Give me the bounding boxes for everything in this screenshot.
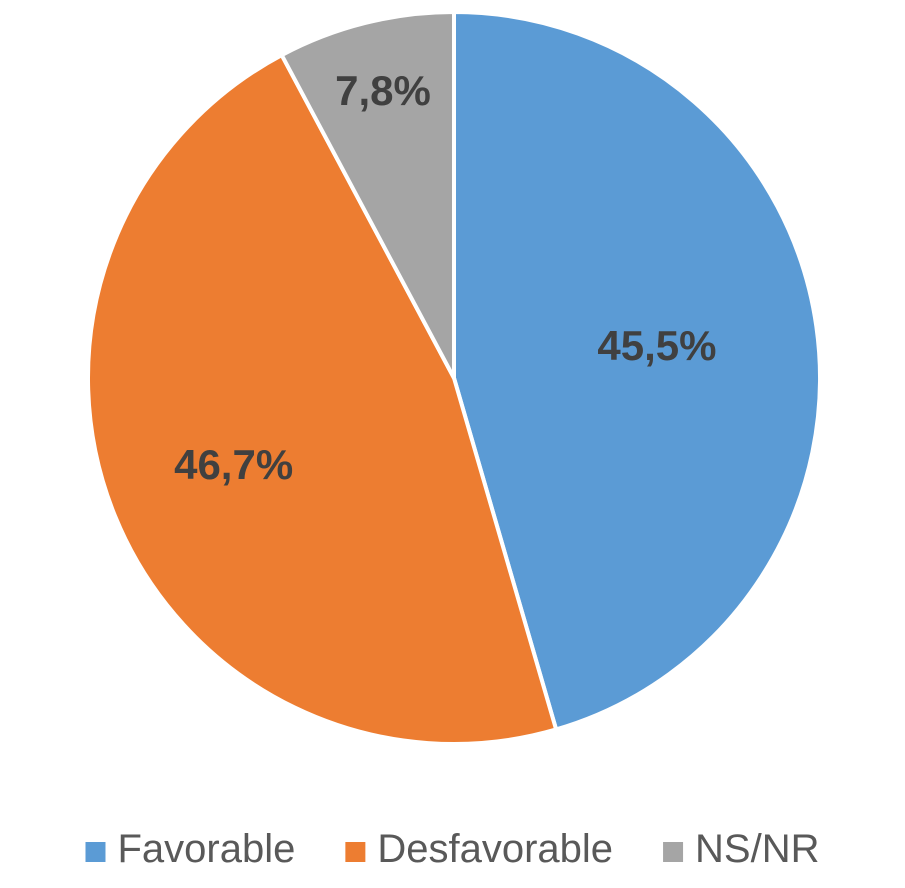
legend-label-desfavorable: Desfavorable: [377, 827, 613, 871]
legend-marker-favorable: [85, 842, 106, 862]
pie-slices: [86, 10, 822, 746]
legend-label-ns-nr: NS/NR: [695, 827, 819, 871]
data-label-ns-nr: 7,8%: [335, 67, 431, 114]
legend: Favorable Desfavorable NS/NR: [85, 827, 820, 871]
legend-marker-ns-nr: [663, 842, 684, 862]
slice-labels: 45,5% 46,7% 7,8%: [174, 67, 716, 488]
data-label-favorable: 45,5%: [597, 322, 716, 369]
legend-marker-desfavorable: [345, 842, 366, 862]
pie-slice-ns-nr: [279, 10, 456, 380]
pie-slice-desfavorable: [86, 53, 559, 746]
data-label-desfavorable: 46,7%: [174, 441, 293, 488]
pie-slice-favorable: [452, 10, 822, 732]
legend-label-favorable: Favorable: [117, 827, 295, 871]
